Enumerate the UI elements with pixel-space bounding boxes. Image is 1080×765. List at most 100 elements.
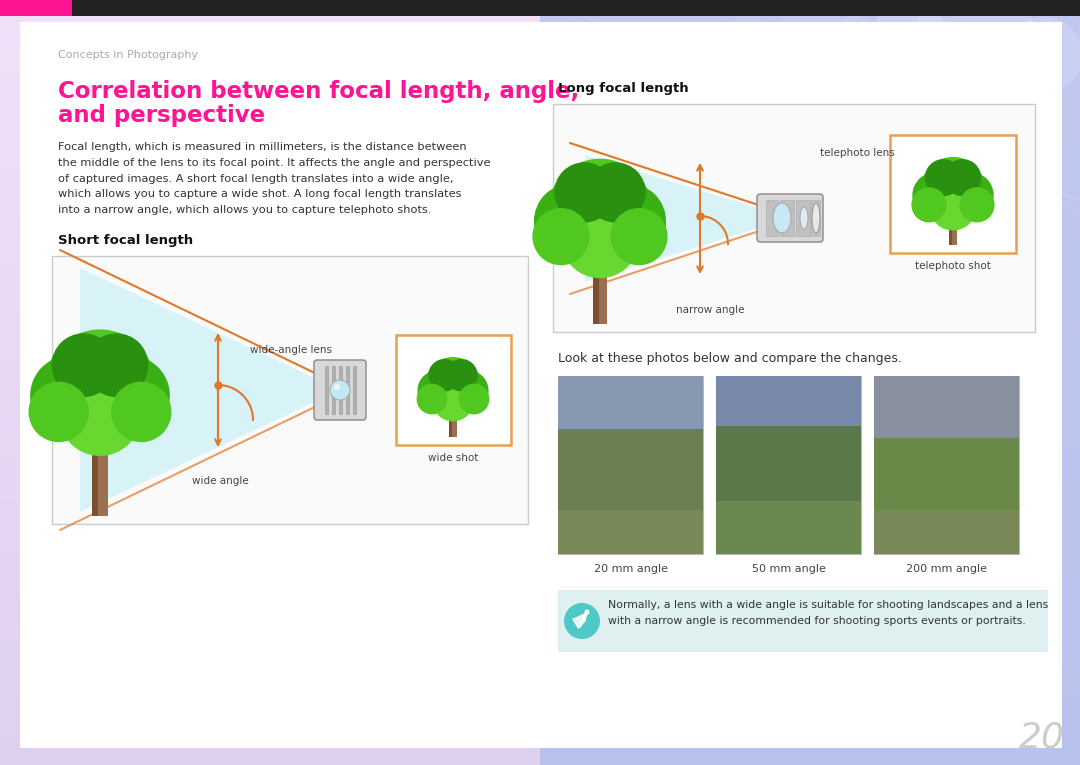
Bar (0, 218, 540, 223)
Bar (0, 230, 540, 234)
Bar (540, 643, 1080, 647)
Bar (540, 337, 1080, 341)
Bar (540, 440, 1080, 444)
Bar (0, 0, 540, 5)
Bar (0, 161, 540, 165)
Bar (0, 558, 540, 563)
Bar (0, 524, 540, 529)
Bar (0, 696, 540, 701)
Bar (540, 750, 1080, 754)
Bar (558, 376, 703, 429)
Bar (540, 96, 1080, 100)
Bar (540, 455, 1080, 460)
Bar (0, 0, 1080, 16)
Bar (0, 421, 540, 425)
Bar (540, 0, 1080, 5)
Bar (0, 164, 540, 169)
Circle shape (924, 159, 962, 196)
Bar (0, 23, 540, 28)
FancyBboxPatch shape (757, 194, 823, 242)
Bar (0, 73, 540, 77)
Bar (540, 218, 1080, 223)
Bar (540, 268, 1080, 272)
Text: 20: 20 (1020, 721, 1065, 755)
Bar (540, 54, 1080, 58)
Bar (540, 360, 1080, 364)
Bar (449, 385, 457, 437)
Bar (0, 34, 540, 39)
Bar (540, 134, 1080, 138)
Bar (540, 46, 1080, 50)
Bar (540, 593, 1080, 597)
Bar (0, 474, 540, 479)
Bar (540, 191, 1080, 196)
Bar (540, 585, 1080, 590)
Bar (540, 237, 1080, 242)
Circle shape (429, 359, 461, 392)
Bar (540, 631, 1080, 636)
Bar (540, 19, 1080, 24)
Bar (0, 639, 540, 643)
Bar (540, 363, 1080, 368)
Bar (0, 344, 540, 349)
Bar (0, 295, 540, 299)
Bar (0, 436, 540, 441)
Circle shape (548, 158, 652, 262)
Bar (540, 566, 1080, 571)
Bar (0, 551, 540, 555)
Bar (540, 302, 1080, 307)
Bar (540, 551, 1080, 555)
Bar (540, 394, 1080, 399)
Bar (780, 200, 794, 236)
Ellipse shape (800, 207, 808, 229)
Bar (0, 425, 540, 429)
Bar (0, 65, 540, 70)
Bar (540, 321, 1080, 326)
Bar (0, 360, 540, 364)
Bar (540, 581, 1080, 586)
Circle shape (917, 0, 1032, 86)
Bar (540, 482, 1080, 487)
Bar (0, 306, 540, 311)
Bar (0, 283, 540, 288)
Bar (0, 8, 540, 12)
Bar (0, 532, 540, 536)
Bar (0, 321, 540, 326)
Text: 200 mm angle: 200 mm angle (906, 564, 987, 574)
Bar (396, 335, 511, 445)
Bar (0, 149, 540, 154)
Bar (540, 543, 1080, 548)
Bar (0, 509, 540, 513)
Bar (540, 126, 1080, 131)
Bar (540, 306, 1080, 311)
Bar (540, 562, 1080, 567)
Bar (0, 539, 540, 544)
Bar (540, 103, 1080, 108)
Bar (0, 482, 540, 487)
Bar (0, 233, 540, 238)
Bar (0, 76, 540, 81)
Bar (540, 715, 1080, 720)
Bar (0, 302, 540, 307)
Bar (540, 532, 1080, 536)
Bar (804, 450, 832, 462)
Bar (0, 375, 540, 379)
Bar (540, 230, 1080, 234)
Bar (0, 451, 540, 456)
Text: into a narrow angle, which allows you to capture telephoto shots.: into a narrow angle, which allows you to… (58, 205, 432, 215)
Bar (0, 260, 540, 265)
Bar (874, 509, 1020, 554)
Circle shape (45, 330, 156, 439)
Bar (0, 608, 540, 613)
Bar (540, 654, 1080, 659)
Bar (0, 367, 540, 372)
Bar (0, 654, 540, 659)
Circle shape (729, 14, 767, 52)
Bar (0, 501, 540, 506)
Bar (0, 398, 540, 402)
Bar (0, 715, 540, 720)
Bar (540, 241, 1080, 246)
Bar (540, 390, 1080, 395)
Circle shape (532, 208, 590, 265)
Bar (0, 493, 540, 498)
